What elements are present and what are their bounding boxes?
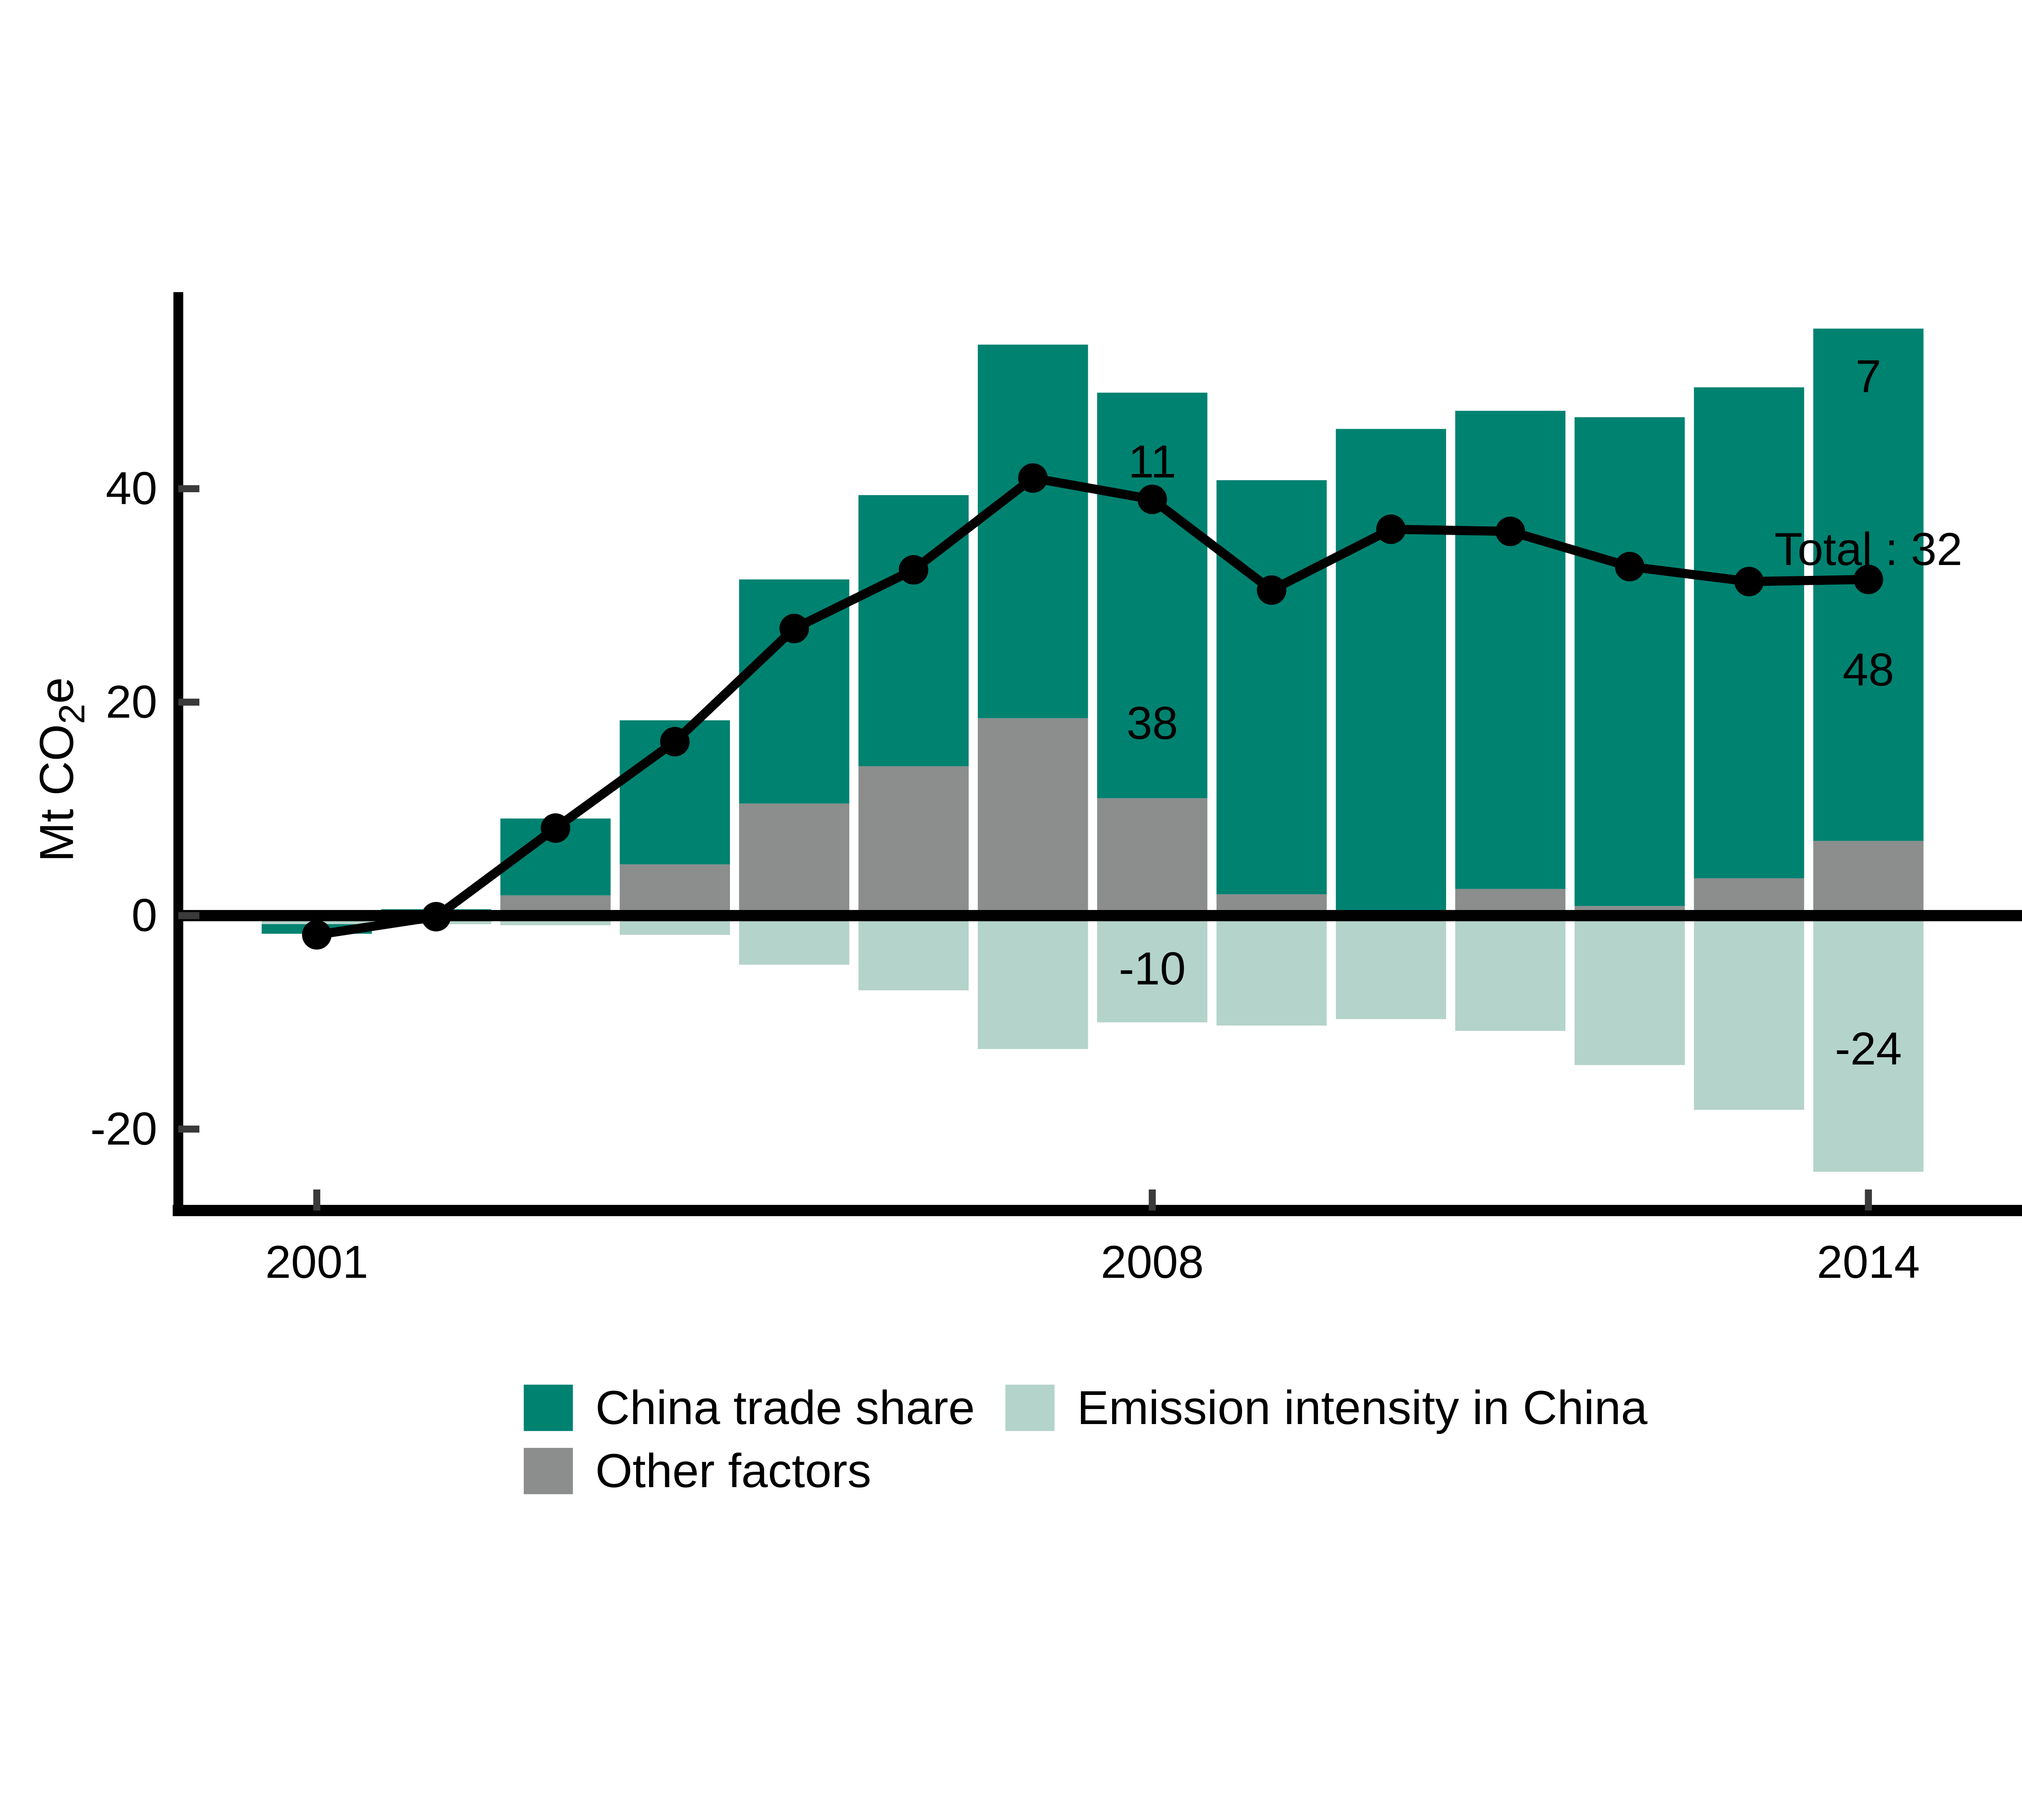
annotation-label: Total : 32 [1775,523,1963,575]
annotation-label: 48 [1842,644,1894,696]
bar-segment [739,915,850,965]
annotation-label: 7 [1855,350,1881,402]
bar-segment [977,718,1088,916]
annotations-layer: 11 38 -10 7 Total : 32 48 -24 [1119,350,1963,1075]
y-tick-label: -20 [90,1103,157,1155]
y-tick-label: 20 [106,676,157,728]
bars-layer [262,328,1924,1172]
bar-segment [1336,429,1446,912]
total-point [779,614,809,643]
bar-segment [1694,915,1804,1110]
total-line-layer [302,463,1883,950]
total-point [1256,575,1286,605]
legend-label-other-factors: Other factors [595,1444,871,1498]
annotation-label: -24 [1835,1023,1902,1075]
bar-segment [1813,841,1924,916]
legend-swatch-emission-intensity [1005,1384,1055,1431]
x-tick-label: 2001 [265,1236,368,1288]
annotation-label: -10 [1119,943,1186,995]
legend-swatch-china-trade-share [524,1384,573,1431]
legend: China trade share Emission intensity in … [524,1381,1648,1498]
bar-segment [1574,417,1685,906]
total-point [541,813,571,843]
bar-segment [1336,915,1446,1019]
total-point [1495,516,1525,546]
bar-segment [1694,878,1804,916]
total-point [1734,567,1764,597]
y-axis-title: Mt CO2e [30,677,93,862]
bar-segment [977,345,1088,718]
bar-segment [1216,480,1327,895]
x-tick-label: 2008 [1101,1236,1204,1288]
total-point [1615,552,1645,582]
total-point [899,555,929,585]
total-point [1853,565,1883,595]
total-point [302,920,332,950]
bar-segment [739,803,850,916]
total-point [660,727,690,757]
bar-segment [1455,915,1566,1031]
legend-swatch-other-factors [524,1448,573,1494]
total-point [1376,514,1406,544]
bar-segment [1813,915,1924,1172]
annotation-label: 38 [1127,697,1178,749]
x-tick-label: 2014 [1817,1236,1920,1288]
bar-segment [1574,915,1685,1065]
bar-segment [977,915,1088,1049]
bar-segment [1097,392,1208,798]
bar-segment [1694,387,1804,878]
total-point [421,902,451,931]
bar-segment [1216,915,1327,1026]
total-point [1018,463,1048,493]
bar-segment [1097,915,1208,1022]
bar-segment [1097,798,1208,916]
bar-segment [620,864,730,916]
legend-label-emission-intensity: Emission intensity in China [1077,1381,1648,1435]
annotation-label: 11 [1128,436,1176,488]
bar-segment [858,766,969,916]
total-line [316,473,1869,940]
bar-segment [858,915,969,990]
y-tick-label: 40 [106,463,157,514]
legend-label-china-trade-share: China trade share [595,1381,975,1435]
total-point [1137,485,1167,514]
bar-segment [1455,411,1566,889]
y-tick-label: 0 [131,889,157,941]
